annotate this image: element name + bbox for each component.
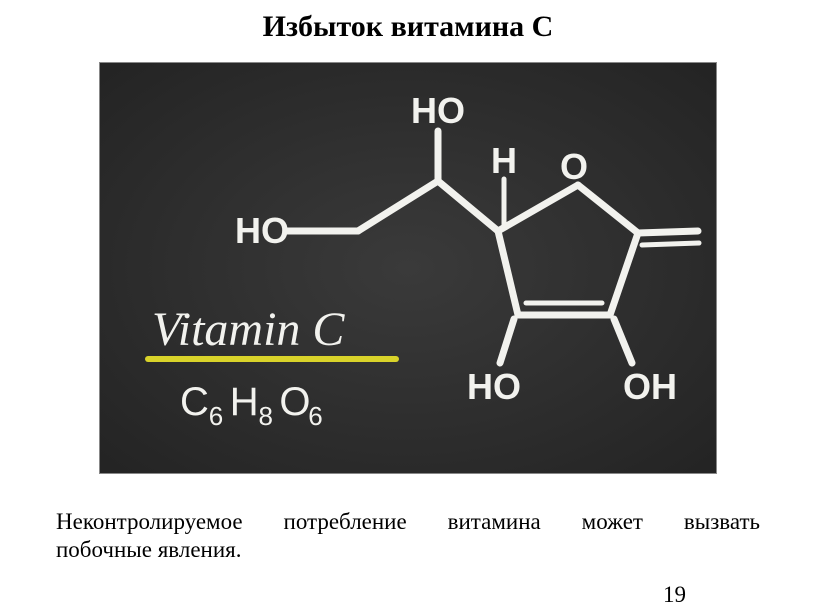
svg-text:HO: HO (235, 210, 289, 251)
page-title: Избыток витамина С (0, 0, 816, 44)
svg-text:6: 6 (209, 401, 223, 431)
svg-text:H: H (491, 140, 517, 181)
svg-text:H: H (230, 380, 259, 424)
page-number: 19 (663, 582, 686, 608)
svg-text:8: 8 (259, 401, 273, 431)
chemical-structure-diagram: HOHHOOOHOOHVitamin CC6H8O6 (100, 63, 716, 473)
svg-text:OH: OH (623, 366, 677, 407)
svg-text:HO: HO (467, 366, 521, 407)
svg-text:HO: HO (411, 90, 465, 131)
caption-line-2: побочные явления. (56, 537, 241, 563)
svg-text:Vitamin C: Vitamin C (152, 303, 345, 356)
svg-text:C: C (180, 380, 209, 424)
svg-text:6: 6 (308, 401, 322, 431)
svg-text:O: O (560, 146, 588, 187)
svg-text:O: O (279, 380, 310, 424)
chalkboard: HOHHOOOHOOHVitamin CC6H8O6 (99, 62, 717, 474)
caption-line-1: Неконтролируемое потребление витамина мо… (56, 508, 760, 537)
chalkboard-container: HOHHOOOHOOHVitamin CC6H8O6 (0, 62, 816, 474)
